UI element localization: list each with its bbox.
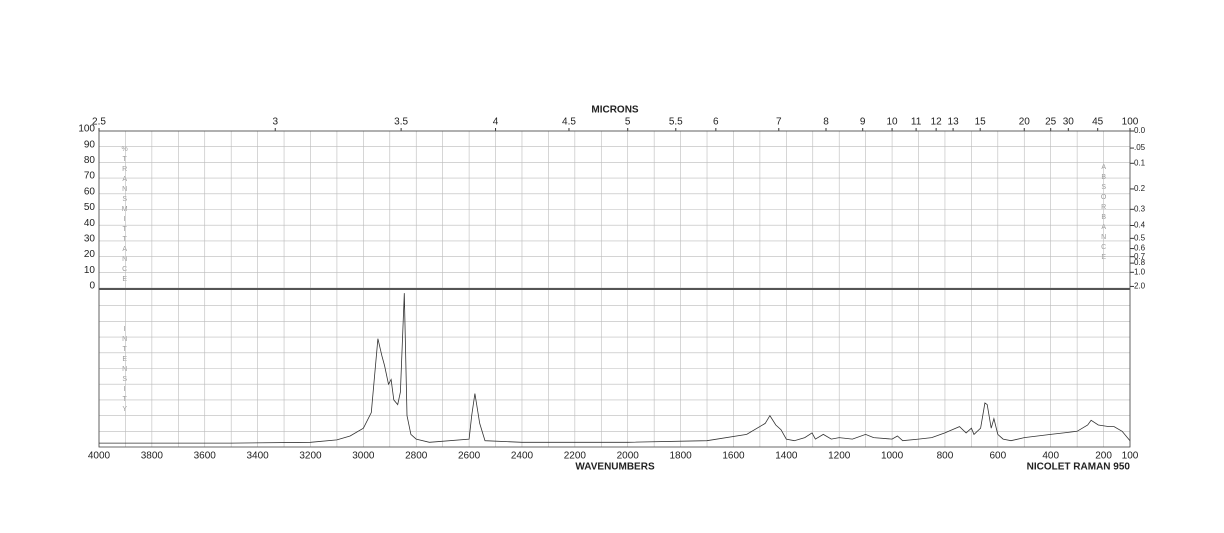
y2-tick-label: 0.7 [1134, 252, 1146, 261]
x2-tick-label: 4.5 [562, 117, 576, 128]
x2-tick-label: 45 [1092, 117, 1104, 128]
x2-tick-label: 3.5 [394, 117, 408, 128]
x-tick-label: 2600 [458, 451, 481, 462]
x-tick-label: 1800 [669, 451, 692, 462]
x-tick-label: 1600 [722, 451, 745, 462]
x2-tick-label: 30 [1063, 117, 1075, 128]
y-tick-label: 90 [84, 139, 96, 150]
y-tick-label: 100 [78, 124, 95, 135]
y-tick-label: 70 [84, 171, 96, 182]
x-tick-label: 100 [1122, 451, 1139, 462]
y2-tick-label: 1.0 [1134, 267, 1146, 276]
y2-tick-label: 0.0 [1134, 126, 1146, 135]
spectrum-line [99, 293, 1131, 444]
y-tick-label: 10 [84, 265, 96, 276]
x-tick-label: 3400 [246, 451, 269, 462]
y-tick-label: 20 [84, 249, 96, 260]
x2-tick-label: 10 [887, 117, 899, 128]
x-tick-label: 2000 [617, 451, 640, 462]
x2-tick-label: 20 [1019, 117, 1031, 128]
x2-tick-label: 13 [948, 117, 960, 128]
x2-tick-label: 7 [776, 117, 782, 128]
x-tick-label: 4000 [88, 451, 111, 462]
y-tick-label: 0 [89, 281, 95, 292]
x2-tick-label: 9 [860, 117, 866, 128]
y2-tick-label: .05 [1134, 143, 1146, 152]
x-tick-label: 1200 [828, 451, 851, 462]
x-tick-label: 1400 [775, 451, 798, 462]
x-tick-label: 600 [989, 451, 1006, 462]
x2-tick-label: 15 [975, 117, 987, 128]
x-tick-label: 3000 [352, 451, 375, 462]
y-tick-label: 40 [84, 218, 96, 229]
x-tick-label: 400 [1042, 451, 1059, 462]
transmittance-label: %TRANSMITTANCE [121, 146, 128, 286]
x2-tick-label: 11 [911, 117, 922, 128]
microns-label: MICRONS [591, 105, 639, 116]
y2-tick-label: 2.0 [1134, 282, 1146, 291]
x-tick-label: 3200 [299, 451, 322, 462]
x2-tick-label: 2.5 [92, 117, 106, 128]
x2-tick-label: 3 [272, 117, 278, 128]
y-tick-label: 50 [84, 202, 96, 213]
x2-tick-label: 8 [823, 117, 829, 128]
x2-tick-label: 5.5 [669, 117, 683, 128]
y-tick-label: 30 [84, 234, 96, 245]
x2-tick-label: 6 [713, 117, 719, 128]
x-tick-label: 2400 [511, 451, 534, 462]
x2-tick-label: 4 [493, 117, 499, 128]
x-tick-label: 1000 [881, 451, 904, 462]
x2-tick-label: 12 [931, 117, 943, 128]
x-tick-label: 2200 [564, 451, 587, 462]
y2-tick-label: 0.3 [1134, 204, 1146, 213]
x2-tick-label: 25 [1045, 117, 1057, 128]
x-tick-label: 3600 [194, 451, 217, 462]
y2-tick-label: 0.4 [1134, 221, 1146, 230]
intensity-label: INTENSITY [121, 326, 128, 416]
y2-tick-label: 0.1 [1134, 158, 1146, 167]
y2-tick-label: 0.5 [1134, 233, 1146, 242]
y2-tick-label: 0.6 [1134, 244, 1146, 253]
y2-tick-label: 0.8 [1134, 258, 1146, 267]
wavenumbers-label: WAVENUMBERS [575, 462, 655, 473]
x2-tick-label: 5 [625, 117, 631, 128]
panel-divider [99, 288, 1130, 290]
x-tick-label: 2800 [405, 451, 428, 462]
y-tick-label: 60 [84, 186, 96, 197]
y2-tick-label: 0.2 [1134, 184, 1146, 193]
y-tick-label: 80 [84, 155, 96, 166]
x-tick-label: 3800 [141, 451, 164, 462]
instrument-label: NICOLET RAMAN 950 [1027, 462, 1131, 473]
x-tick-label: 800 [937, 451, 954, 462]
x2-tick-label: 100 [1122, 117, 1139, 128]
x-tick-label: 200 [1095, 451, 1112, 462]
